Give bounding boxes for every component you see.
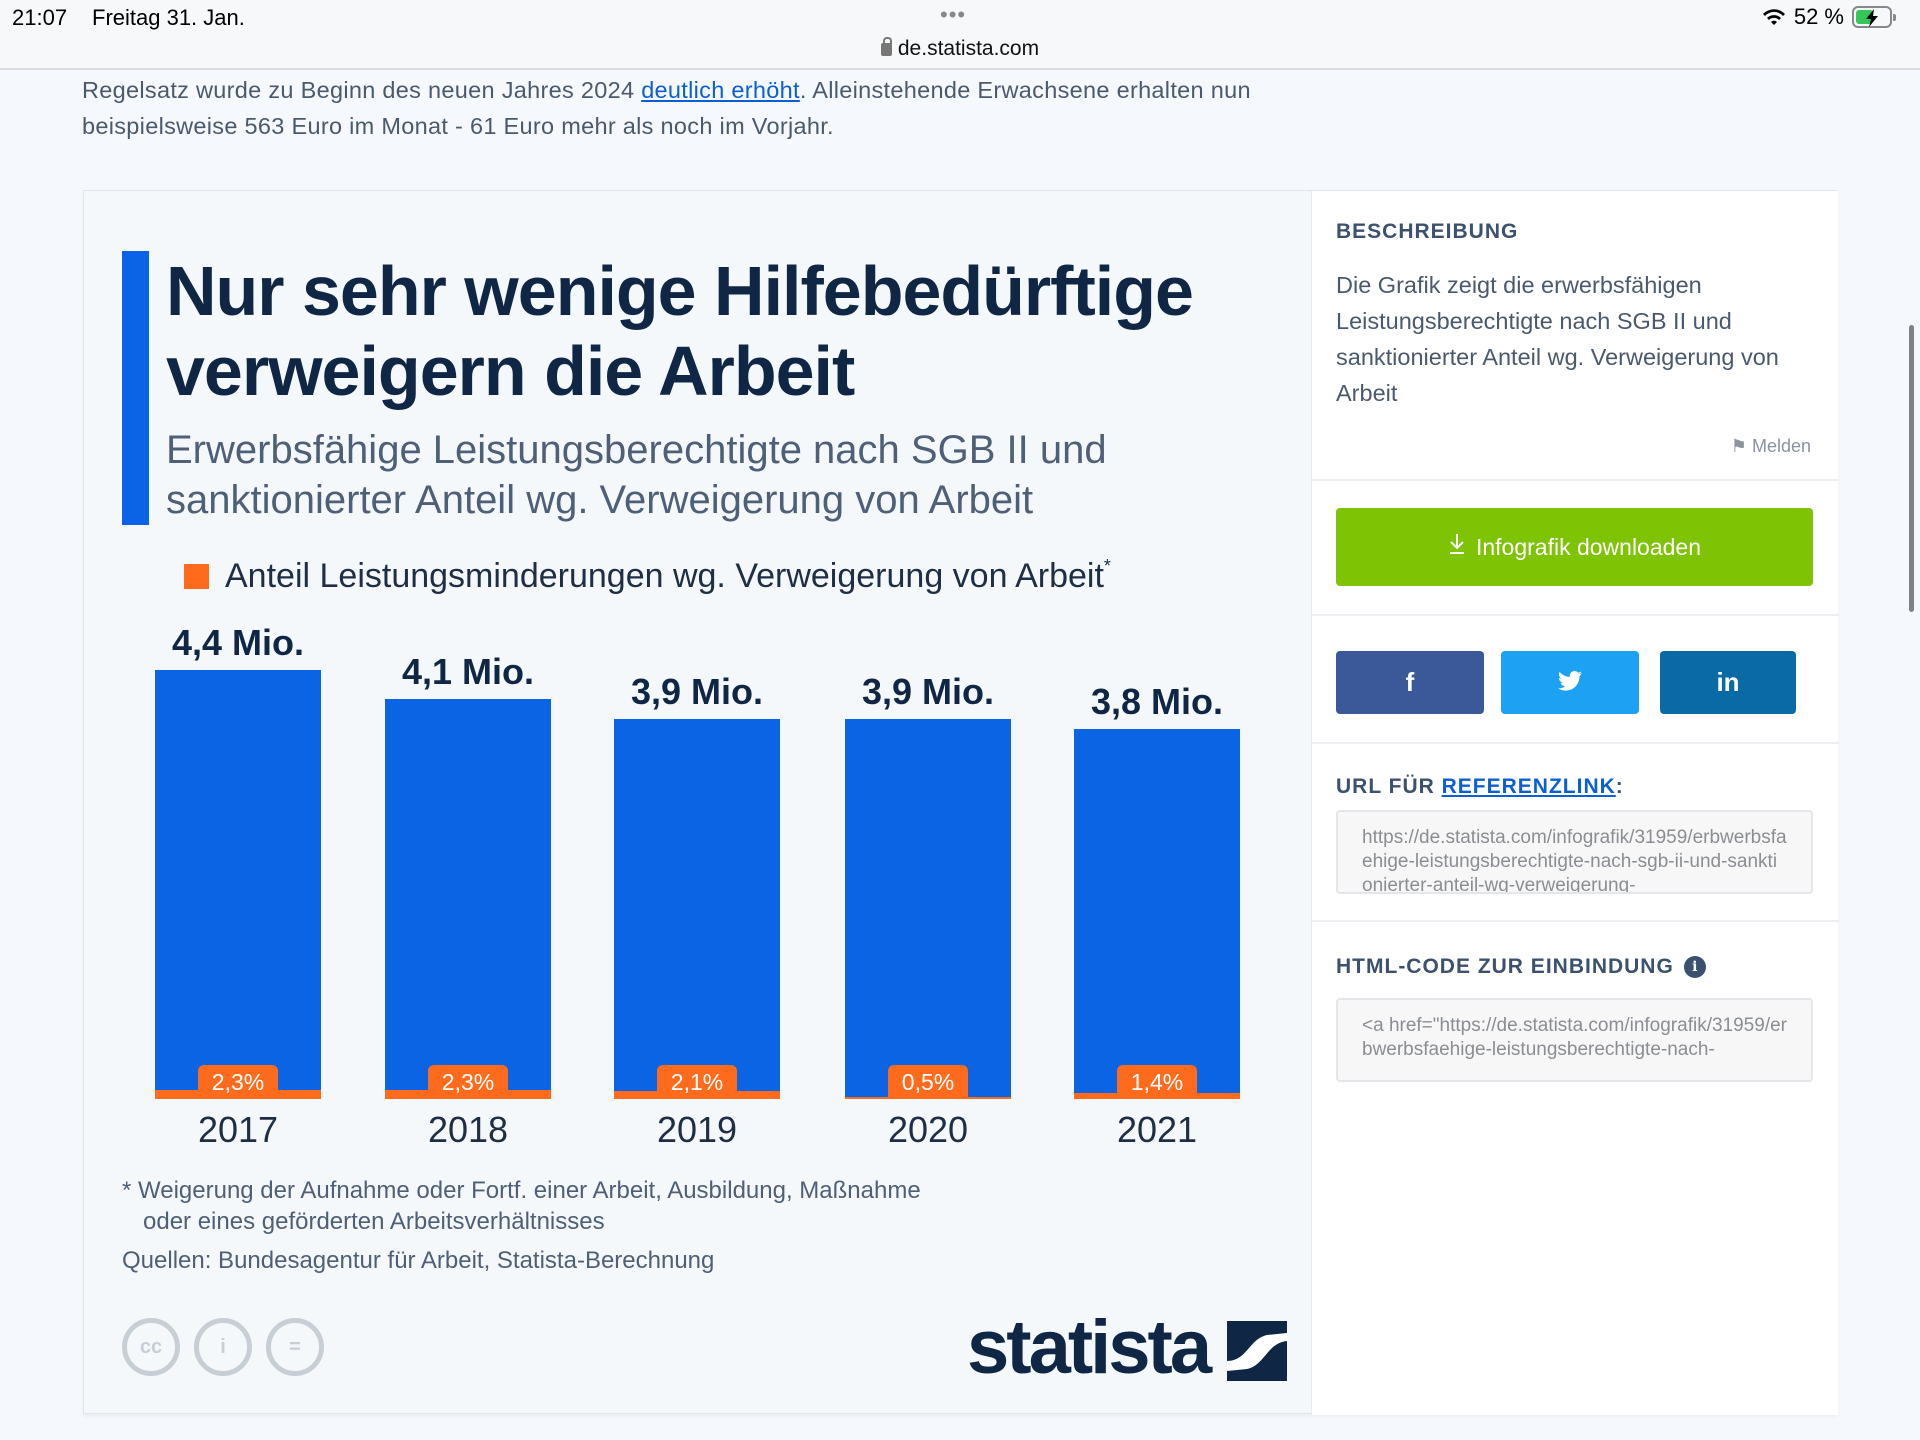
intro-text-prefix: Regelsatz wurde zu Beginn des neuen Jahr…	[82, 77, 642, 103]
x-tick-label: 2020	[887, 1109, 969, 1150]
download-section	[1312, 481, 1839, 616]
bar-2021	[1074, 728, 1240, 1099]
share-value-label: 2,3%	[428, 1065, 508, 1099]
statista-logo: statista	[967, 1305, 1288, 1390]
status-bar: 21:07 Freitag 31. Jan. ••• de.statista.c…	[0, 0, 1920, 70]
battery-level	[1856, 10, 1873, 24]
share-value-label: 1,4%	[1117, 1065, 1197, 1099]
source-note: Quellen: Bundesagentur für Arbeit, Stati…	[122, 1247, 715, 1274]
legend-label: Anteil Leistungsminderungen wg. Verweige…	[225, 557, 1104, 595]
article-intro: Regelsatz wurde zu Beginn des neuen Jahr…	[82, 72, 1322, 144]
x-tick-label: 2019	[656, 1109, 738, 1150]
footnote-line-1: * Weigerung der Aufnahme oder Fortf. ein…	[122, 1177, 921, 1204]
share-value-label: 2,3%	[198, 1065, 278, 1099]
download-infographic-button[interactable]: Infografik downloaden	[1336, 508, 1813, 586]
linkedin-icon: in	[1716, 667, 1740, 697]
footer-notes: * Weigerung der Aufnahme oder Fortf. ein…	[122, 1175, 1222, 1276]
reference-url-field[interactable]: https://de.statista.com/infografik/31959…	[1336, 810, 1813, 894]
title-accent-bar	[122, 251, 149, 525]
bar-value-label: 3,8 Mio.	[1090, 680, 1224, 722]
report-link[interactable]: ⚑ Melden	[1731, 435, 1811, 457]
report-label: Melden	[1751, 436, 1811, 456]
infographic: Nur sehr wenige Hilfebedürftige verweige…	[84, 191, 1311, 1415]
reference-url-section: URL FÜR REFERENZLINK: https://de.statist…	[1312, 744, 1839, 922]
title-block: Nur sehr wenige Hilfebedürftige verweige…	[122, 251, 1282, 525]
address-bar[interactable]: de.statista.com	[0, 36, 1920, 62]
statista-mark-icon	[1227, 1321, 1288, 1381]
info-icon[interactable]: i	[1683, 956, 1706, 978]
status-date: Freitag 31. Jan.	[92, 5, 245, 30]
embed-code-heading: HTML-CODE ZUR EINBINDUNG i	[1336, 954, 1706, 980]
bar-value-label: 4,1 Mio.	[401, 651, 535, 693]
description-heading: BESCHREIBUNG	[1336, 220, 1519, 243]
x-tick-label: 2017	[197, 1109, 279, 1150]
infographic-header: Nur sehr wenige Hilfebedürftige verweige…	[122, 251, 1282, 597]
embed-code-field[interactable]: <a href="https://de.statista.com/infogra…	[1336, 998, 1813, 1082]
intro-link[interactable]: deutlich erhöht	[641, 77, 800, 103]
bar-value-label: 3,9 Mio.	[861, 670, 995, 712]
infographic-title: Nur sehr wenige Hilfebedürftige verweige…	[166, 252, 1194, 410]
description-section: BESCHREIBUNG Die Grafik zeigt die erwerb…	[1312, 191, 1839, 481]
social-section	[1312, 616, 1839, 744]
footnote-line-2: oder eines geförderten Arbeitsverhältnis…	[143, 1208, 605, 1235]
share-value-label: 0,5%	[888, 1065, 968, 1099]
linkedin-share-button[interactable]: in	[1660, 651, 1796, 714]
bar-value-label: 4,4 Mio.	[171, 622, 305, 663]
cc-icon: cc	[122, 1318, 180, 1376]
infographic-subtitle: Erwerbsfähige Leistungsberechtigte nach …	[166, 428, 1107, 522]
download-label: Infografik downloaden	[1475, 533, 1702, 560]
embed-code-section: HTML-CODE ZUR EINBINDUNG i <a href="https…	[1312, 922, 1839, 1102]
address-url: de.statista.com	[897, 37, 1040, 60]
embed-heading-text: HTML-CODE ZUR EINBINDUNG	[1336, 955, 1674, 978]
chart-legend: Anteil Leistungsminderungen wg. Verweige…	[184, 555, 1282, 597]
infographic-sidebar: BESCHREIBUNG Die Grafik zeigt die erwerb…	[1311, 191, 1839, 1415]
legend-swatch-share	[184, 563, 209, 589]
title-text-block: Nur sehr wenige Hilfebedürftige verweige…	[166, 251, 1282, 525]
page-scrollbar[interactable]	[1909, 325, 1914, 612]
infographic-card: Nur sehr wenige Hilfebedürftige verweige…	[83, 190, 1839, 1415]
download-icon	[1448, 533, 1466, 561]
twitter-share-button[interactable]	[1501, 651, 1639, 714]
license-icons: cc i =	[122, 1318, 324, 1376]
referenzlink-link[interactable]: REFERENZLINK	[1441, 775, 1616, 798]
facebook-share-button[interactable]: f	[1336, 651, 1484, 714]
share-value-label: 2,1%	[657, 1065, 737, 1099]
bar-2017	[155, 670, 321, 1099]
facebook-icon: f	[1405, 667, 1415, 697]
lock-icon	[880, 37, 892, 56]
status-time: 21:07	[12, 5, 68, 30]
intro-text-suffix: . Alleinstehende Erwachsene erhalten nun…	[82, 77, 1251, 139]
more-dots-icon[interactable]: •••	[940, 2, 967, 27]
battery-icon	[1852, 6, 1896, 28]
status-indicators: 52 %	[1762, 4, 1896, 30]
bar-value-label: 3,9 Mio.	[630, 670, 764, 712]
flag-icon: ⚑	[1730, 436, 1747, 456]
description-text: Die Grafik zeigt die erwerbsfähigen Leis…	[1336, 272, 1779, 406]
reference-url-heading: URL FÜR REFERENZLINK:	[1336, 774, 1624, 800]
url-heading-prefix: URL FÜR	[1336, 775, 1442, 798]
x-tick-label: 2021	[1116, 1109, 1198, 1150]
cc-by-icon: i	[194, 1318, 252, 1376]
bar-2020	[845, 718, 1011, 1099]
url-heading-suffix: :	[1615, 775, 1624, 798]
charging-bolt-icon	[1862, 7, 1882, 27]
battery-percent: 52 %	[1793, 4, 1844, 29]
wifi-icon	[1762, 7, 1786, 27]
logo-text: statista	[967, 1305, 1212, 1390]
cc-nd-icon: =	[266, 1318, 324, 1376]
legend-footnote-mark: *	[1103, 556, 1111, 576]
x-tick-label: 2018	[427, 1109, 509, 1150]
twitter-icon	[1558, 667, 1582, 698]
bar-2018	[385, 699, 551, 1099]
footnote: * Weigerung der Aufnahme oder Fortf. ein…	[122, 1175, 1222, 1237]
bar-2019	[614, 718, 780, 1099]
